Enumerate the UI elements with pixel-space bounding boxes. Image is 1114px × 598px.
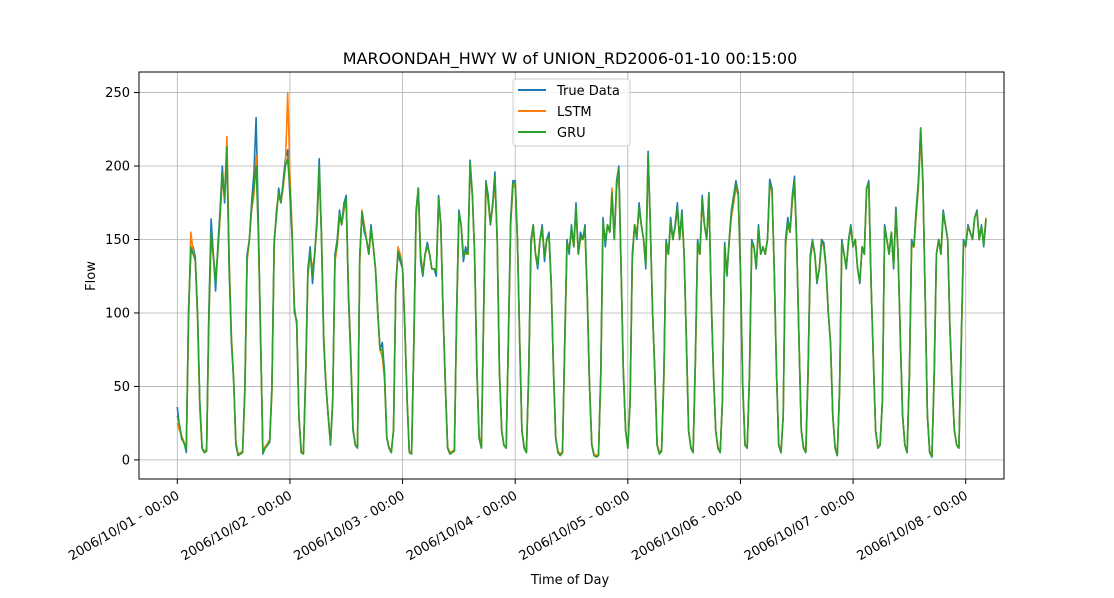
grid-lines: [139, 72, 1004, 479]
series-lines: [176, 91, 987, 458]
plot-frame: [138, 71, 1005, 480]
y-tick-label: 200: [105, 160, 130, 175]
y-tick-label: 50: [113, 380, 130, 395]
x-axis-label: Time of Day: [530, 573, 610, 588]
legend-label-lstm: LSTM: [557, 105, 592, 120]
y-tick-label: 250: [105, 86, 130, 101]
legend-label-true-data: True Data: [556, 84, 620, 99]
legend-items: True Data LSTM GRU: [518, 84, 620, 141]
chart-title: MAROONDAH_HWY W of UNION_RD2006-01-10 00…: [343, 49, 798, 69]
y-tick-label: 100: [105, 306, 130, 321]
legend-label-gru: GRU: [557, 126, 586, 141]
y-tick-label: 150: [105, 233, 130, 248]
series-line-gru: [176, 127, 987, 458]
y-axis-ticks: 0 50 100 150 200 250: [105, 86, 139, 468]
legend-box: [512, 78, 631, 147]
y-tick-label: 0: [122, 453, 130, 468]
legend: True Data LSTM GRU: [512, 78, 631, 147]
y-axis-label: Flow: [84, 261, 99, 291]
